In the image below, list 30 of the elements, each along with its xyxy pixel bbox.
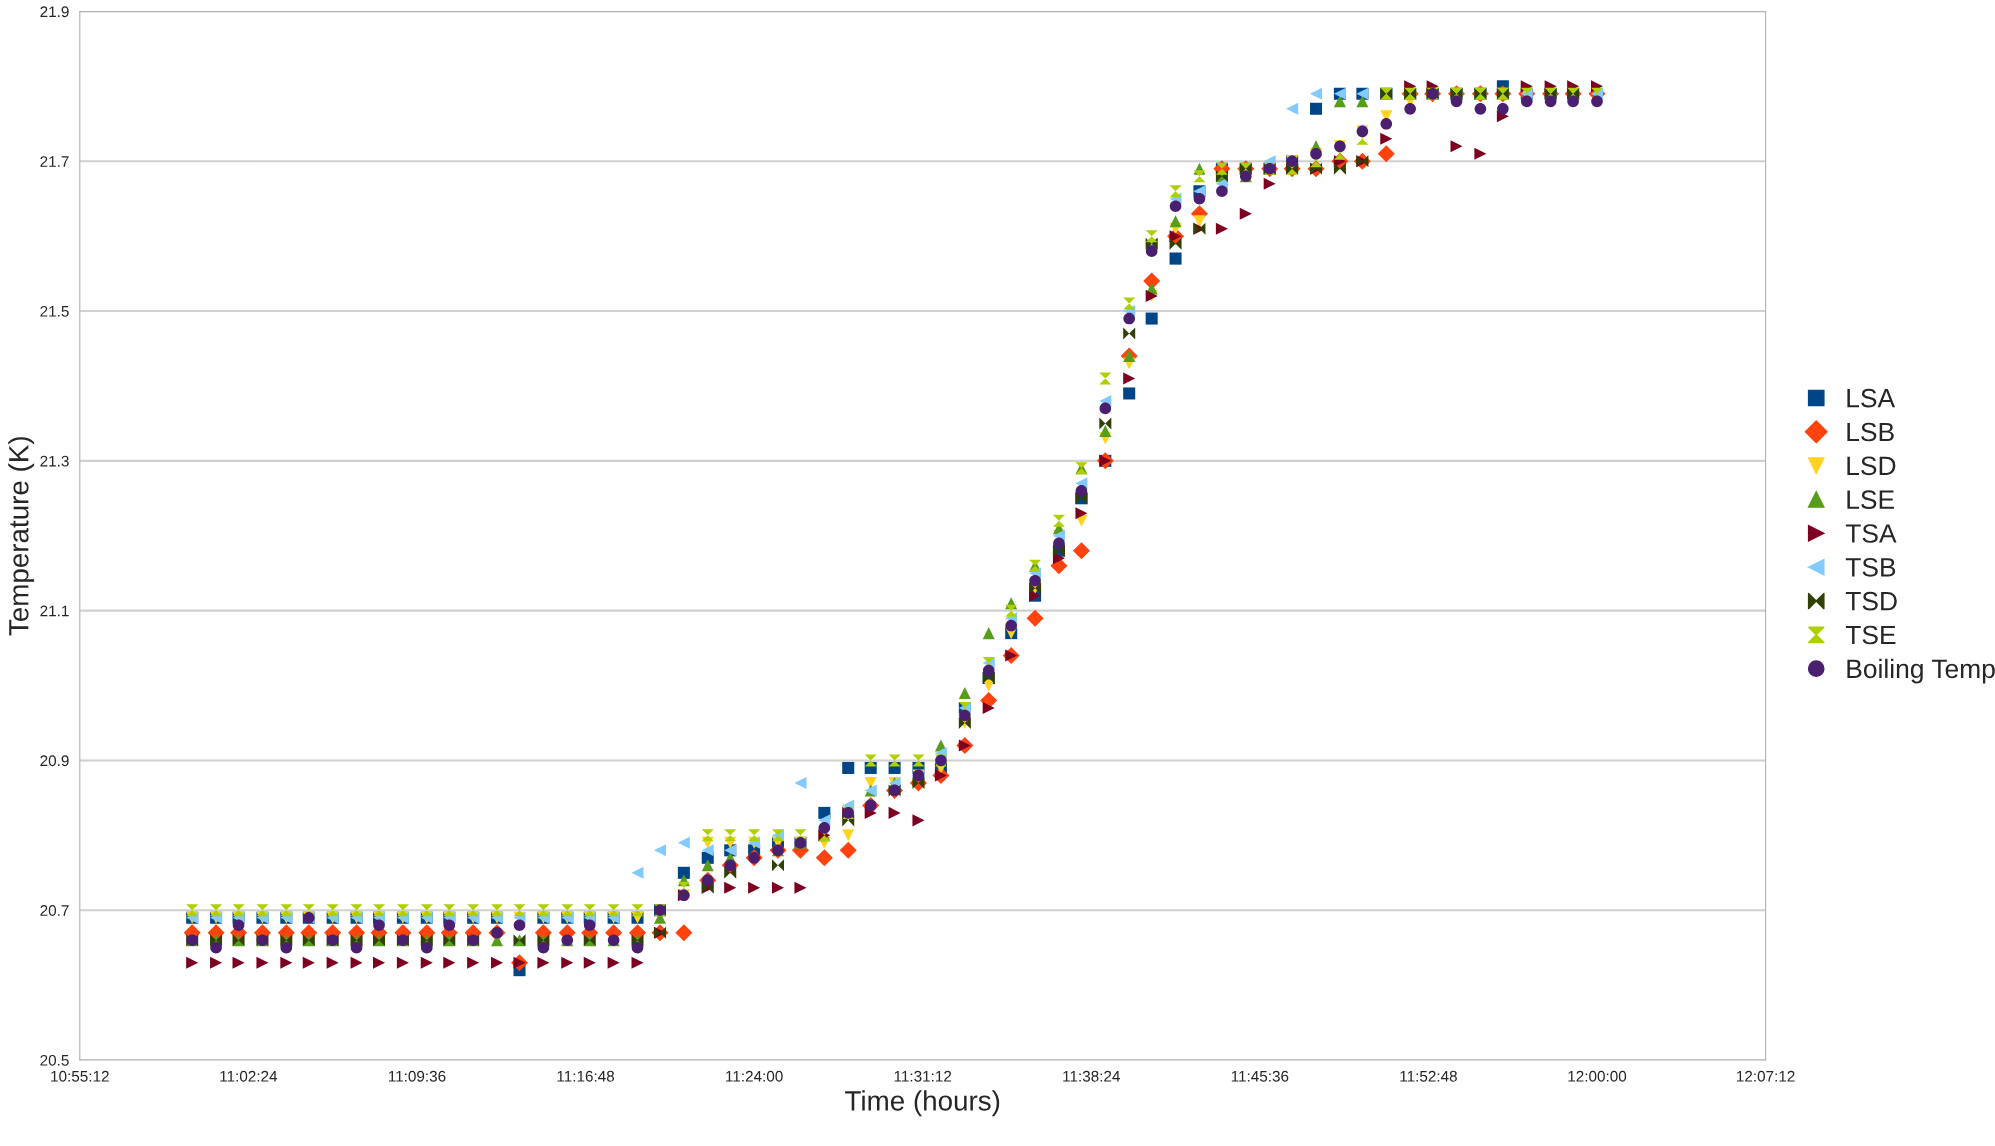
y-tick-label: 21.1 [40,605,69,617]
legend-label: LSB [1847,422,1894,442]
x-tick-label: 11:31:12 [894,1070,952,1082]
x-tick-label: 11:24:00 [726,1070,783,1082]
legend-label: TSA [1845,524,1897,543]
legend-label: LSD [1847,456,1896,476]
legend-label: TSD [1845,591,1897,611]
y-tick-label: 20.9 [40,755,69,767]
x-axis-title: Time (hours) [845,1090,1000,1117]
x-tick-label: 10:55:12 [51,1070,109,1082]
x-tick-label: 11:09:36 [388,1070,446,1082]
legend-label: LSE [1847,490,1894,509]
x-tick-label: 12:00:00 [1568,1070,1627,1082]
legend-label: TSB [1845,557,1896,577]
x-tick-label: 11:02:24 [220,1070,278,1082]
x-tick-label: 11:16:48 [557,1070,615,1082]
x-tick-label: 11:38:24 [1063,1070,1120,1082]
y-tick-label: 21.3 [40,455,69,467]
y-tick-label: 20.5 [40,1054,69,1066]
y-tick-label: 21.7 [40,156,69,167]
legend-label: Boiling Temp [1847,658,1995,684]
x-tick-label: 11:52:48 [1400,1070,1457,1082]
legend-label: TSE [1845,625,1896,645]
y-tick-label: 20.7 [40,905,69,916]
y-axis-title: Temperature (K) [8,437,35,636]
x-tick-label: 12:07:12 [1737,1070,1795,1082]
x-tick-label: 11:45:36 [1231,1070,1289,1082]
y-tick-label: 21.5 [40,305,69,317]
legend-label: LSA [1847,388,1896,408]
y-tick-label: 21.9 [40,6,69,18]
